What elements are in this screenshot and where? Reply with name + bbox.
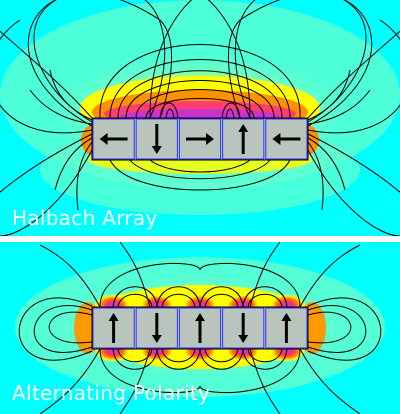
halbach-array-caption: Halbach Array xyxy=(12,206,158,230)
field-lines xyxy=(0,0,400,236)
magnetization-arrow-up-icon xyxy=(108,313,119,343)
magnetization-arrow-right-icon xyxy=(186,133,214,145)
panel-divider xyxy=(0,236,400,242)
alternating-magnet-array xyxy=(91,306,309,350)
magnetization-arrow-up-icon xyxy=(238,124,249,154)
magnet-segment-down xyxy=(222,307,265,349)
magnetization-arrow-left-icon xyxy=(272,133,301,145)
alternating-polarity-caption: Alternating Polarity xyxy=(12,381,211,405)
magnetization-arrow-down-icon xyxy=(151,313,162,343)
halbach-magnet-array xyxy=(91,117,309,161)
magnet-segment-left xyxy=(265,118,308,160)
magnet-segment-up xyxy=(265,307,308,349)
magnetization-arrow-up-icon xyxy=(195,313,205,343)
magnetization-arrow-left-icon xyxy=(99,133,128,145)
magnetization-arrow-up-icon xyxy=(281,313,292,343)
magnet-segment-left xyxy=(92,118,135,160)
magnet-segment-right xyxy=(178,118,222,160)
magnetization-arrow-down-icon xyxy=(151,124,162,154)
magnet-segment-down xyxy=(135,118,178,160)
halbach-panel xyxy=(0,0,400,236)
alternating-panel xyxy=(0,242,400,414)
field-lines xyxy=(18,242,382,414)
magnet-segment-down xyxy=(135,307,178,349)
magnet-segment-up xyxy=(92,307,135,349)
field-intensity-map xyxy=(0,0,400,215)
magnetization-arrow-down-icon xyxy=(238,313,249,343)
magnet-segment-up xyxy=(178,307,222,349)
magnet-segment-up xyxy=(222,118,265,160)
